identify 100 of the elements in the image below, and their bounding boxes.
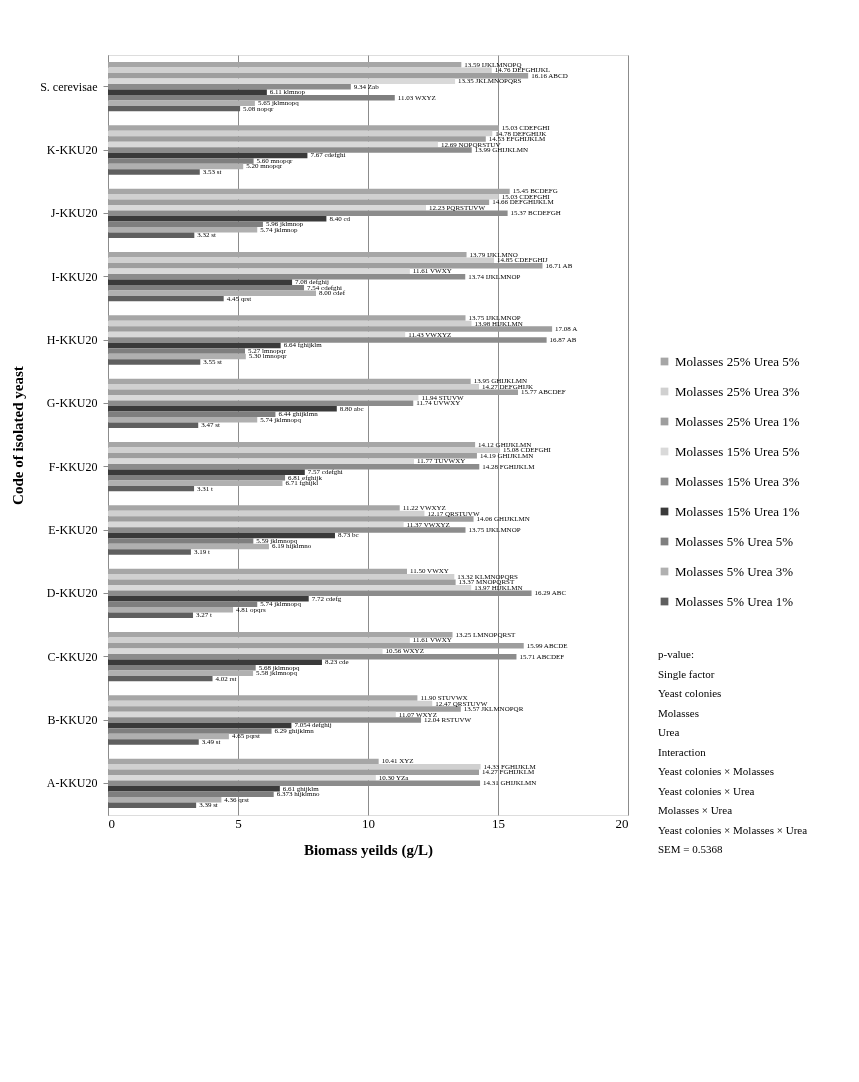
- text: Yeast colonies: [658, 687, 722, 699]
- x-tick-label: 10: [362, 815, 375, 831]
- bar: [108, 521, 404, 528]
- bar: [108, 659, 322, 665]
- bar: [108, 348, 246, 354]
- bar: [108, 675, 213, 682]
- bar: [108, 227, 258, 233]
- bar: [108, 447, 501, 453]
- bar: [108, 295, 224, 302]
- x-axis-title: Biomass yeilds (g/L): [303, 841, 434, 859]
- bar: [108, 417, 258, 423]
- bar: [108, 268, 410, 274]
- bar: [108, 257, 495, 263]
- bar: [108, 152, 308, 159]
- text: Molasses: [658, 706, 699, 719]
- bar: [108, 758, 379, 765]
- y-axis-title: Code of isolated yeast: [10, 366, 27, 505]
- bar: [108, 89, 267, 95]
- y-tick-label: A-KKU20: [46, 776, 98, 791]
- text: Urea: [658, 726, 680, 738]
- bar: [108, 331, 406, 338]
- bar: [108, 596, 309, 602]
- x-tick-label: 0: [108, 815, 115, 831]
- bar: [108, 739, 199, 745]
- bar: [108, 538, 254, 544]
- text: Yeast colonies × Urea: [658, 784, 755, 797]
- bar: [108, 612, 194, 619]
- bar: [108, 169, 200, 175]
- y-tick-label: I-KKU20: [51, 269, 98, 284]
- bar: [108, 764, 481, 770]
- bar: [108, 700, 433, 707]
- bar: [108, 480, 283, 486]
- bar: [108, 670, 254, 676]
- y-tick-label: G-KKU20: [46, 396, 98, 411]
- bar: [108, 452, 477, 459]
- bar: [108, 722, 292, 729]
- bar: [108, 72, 529, 79]
- bar: [108, 642, 524, 649]
- bar: [108, 232, 195, 239]
- bar: [108, 67, 492, 73]
- y-tick-label: K-KKU20: [46, 143, 98, 157]
- y-tick-label: C-KKU20: [47, 649, 98, 664]
- bar: [108, 797, 222, 803]
- bar: [108, 549, 191, 555]
- bar: [108, 188, 510, 195]
- bar: [108, 130, 493, 137]
- bar: [108, 100, 255, 106]
- bar: [108, 136, 486, 142]
- y-tick-label: H-KKU20: [46, 333, 98, 347]
- y-tick-label: B-KKU20: [47, 713, 98, 727]
- bar: [108, 395, 419, 401]
- bar: [108, 505, 400, 511]
- bar: [108, 359, 201, 365]
- legend-label: Molasses 15% Urea 5%: [675, 443, 800, 459]
- bar: [108, 631, 453, 638]
- bar: [108, 441, 476, 448]
- bar: [108, 411, 276, 418]
- bar: [108, 205, 426, 211]
- text: SEM = 0.5368: [658, 843, 724, 855]
- bar: [108, 802, 197, 809]
- bar: [108, 320, 472, 327]
- bar: [108, 733, 229, 740]
- bar: [108, 637, 410, 643]
- bar: [108, 469, 305, 475]
- bar: [108, 251, 467, 258]
- text: Yeast colonies × Molasses × Urea: [658, 823, 808, 836]
- bar: [108, 284, 305, 291]
- text: Yeast colonies × Molasses: [658, 765, 774, 777]
- legend-label: Molasses 25% Urea 5%: [675, 353, 800, 369]
- bar: [108, 711, 396, 718]
- bar: [108, 532, 335, 539]
- y-tick-label: J-KKU20: [50, 206, 98, 221]
- bar: [108, 516, 474, 522]
- bar: [108, 510, 425, 517]
- legend-label: Molasses 15% Urea 3%: [675, 473, 800, 489]
- bar: [108, 585, 472, 591]
- bar: [108, 141, 438, 148]
- bar: [108, 389, 519, 396]
- bar: [108, 158, 254, 164]
- bar: [108, 290, 316, 296]
- bar: [108, 786, 280, 792]
- bar: [108, 61, 462, 68]
- bar: [108, 221, 263, 228]
- bar: [108, 543, 269, 550]
- text: Single factor: [658, 667, 715, 680]
- legend-label: Molasses 15% Urea 1%: [675, 503, 800, 519]
- bar: [108, 607, 234, 613]
- bar: [108, 216, 327, 222]
- bar: [108, 384, 480, 390]
- y-tick-label: E-KKU20: [48, 523, 98, 537]
- bar: [108, 406, 337, 412]
- bar: [108, 791, 274, 798]
- legend-label: Molasses 5% Urea 1%: [675, 593, 794, 609]
- legend-label: Molasses 5% Urea 3%: [675, 563, 794, 579]
- x-tick-label: 5: [235, 815, 242, 831]
- bar: [108, 579, 456, 586]
- text: p-value:: [658, 648, 695, 660]
- bar: [108, 78, 456, 84]
- bar: [108, 83, 351, 90]
- bar: [108, 342, 281, 349]
